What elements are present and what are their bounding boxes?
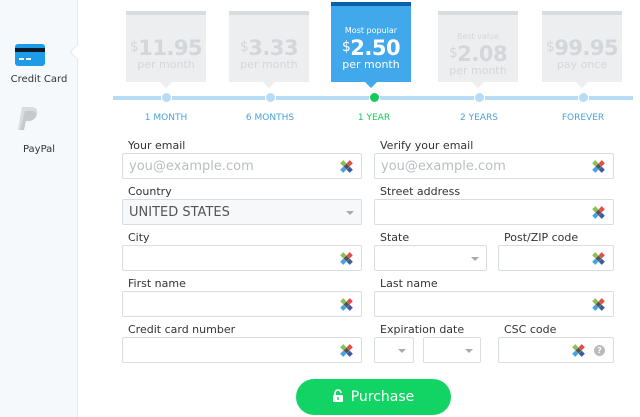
- purchase-label: Purchase: [350, 389, 415, 405]
- autofill-icon[interactable]: [592, 206, 605, 219]
- plan-tag: [126, 26, 206, 36]
- help-icon[interactable]: ?: [594, 345, 605, 356]
- city-label: City: [128, 231, 150, 244]
- sidebar-item-label: PayPal: [22, 144, 56, 155]
- plan-label-6-months[interactable]: 6 MONTHS: [245, 113, 295, 123]
- plan-period: per month: [240, 58, 298, 71]
- email-placeholder: you@example.com: [129, 159, 254, 174]
- plan-card-1-year[interactable]: Most popular $2.50 per month: [331, 2, 411, 88]
- chevron-down-icon: [465, 349, 473, 353]
- autofill-icon[interactable]: [592, 160, 605, 173]
- first-name-label: First name: [128, 277, 186, 290]
- chevron-down-icon: [346, 211, 354, 215]
- plan-period: pay once: [556, 58, 608, 71]
- plan-price: $3.33: [239, 36, 299, 60]
- country-label: Country: [128, 185, 172, 198]
- plan-price: $99.95: [545, 36, 619, 60]
- autofill-icon[interactable]: [572, 344, 585, 357]
- sidebar-item-credit-card[interactable]: Credit Card: [0, 40, 78, 90]
- plan-tag: Best value: [456, 32, 500, 41]
- verify-email-label: Verify your email: [380, 139, 474, 152]
- verify-email-input[interactable]: you@example.com: [374, 153, 614, 179]
- state-select[interactable]: [374, 245, 487, 271]
- csc-label: CSC code: [504, 323, 557, 336]
- plan-tag: [542, 26, 622, 36]
- lock-icon: [332, 389, 343, 402]
- city-input[interactable]: [122, 245, 362, 271]
- sidebar-item-paypal[interactable]: PayPal: [0, 104, 78, 156]
- last-name-input[interactable]: [374, 291, 614, 317]
- street-label: Street address: [380, 185, 461, 198]
- card-number-label: Credit card number: [128, 323, 236, 336]
- plan-card-forever[interactable]: $99.95 pay once: [542, 11, 622, 88]
- country-select[interactable]: UNITED STATES: [122, 199, 362, 225]
- state-label: State: [380, 231, 410, 244]
- purchase-button[interactable]: Purchase: [296, 379, 451, 415]
- verify-email-placeholder: you@example.com: [381, 159, 506, 174]
- expiration-month-select[interactable]: [374, 337, 414, 363]
- plan-label-2-years[interactable]: 2 YEARS: [460, 113, 498, 123]
- plan-dot-2-years[interactable]: [474, 92, 485, 103]
- plan-period: per month: [137, 58, 195, 71]
- card-number-input[interactable]: [122, 337, 362, 363]
- sidebar-item-label: Credit Card: [10, 74, 68, 85]
- expiration-label: Expiration date: [380, 323, 465, 336]
- plan-period: per month: [449, 64, 507, 77]
- csc-input[interactable]: ?: [498, 337, 614, 363]
- plan-dot-forever[interactable]: [578, 92, 589, 103]
- plan-period: per month: [342, 58, 400, 71]
- chevron-down-icon: [398, 349, 406, 353]
- chevron-down-icon: [471, 257, 479, 261]
- plan-price: $2.08: [448, 42, 508, 66]
- autofill-icon[interactable]: [340, 298, 353, 311]
- autofill-icon[interactable]: [592, 298, 605, 311]
- credit-card-icon: [15, 44, 45, 66]
- plan-label-1-year[interactable]: 1 YEAR: [357, 113, 391, 123]
- plan-label-1-month[interactable]: 1 MONTH: [144, 113, 188, 123]
- zip-input[interactable]: [498, 245, 614, 271]
- street-input[interactable]: [374, 199, 614, 225]
- plan-dot-1-year[interactable]: [369, 92, 380, 103]
- plan-tag: [229, 26, 309, 36]
- plan-card-6-months[interactable]: $3.33 per month: [229, 11, 309, 88]
- plan-tag: Most popular: [344, 26, 398, 35]
- email-input[interactable]: you@example.com: [122, 153, 362, 179]
- autofill-icon[interactable]: [340, 344, 353, 357]
- plan-card-1-month[interactable]: $11.95 per month: [126, 11, 206, 88]
- email-label: Your email: [128, 139, 186, 152]
- plan-label-forever[interactable]: FOREVER: [561, 113, 605, 123]
- autofill-icon[interactable]: [592, 252, 605, 265]
- country-value: UNITED STATES: [129, 205, 230, 220]
- paypal-icon: [18, 107, 38, 130]
- plan-card-2-years[interactable]: Best value $2.08 per month: [438, 11, 518, 88]
- plan-dot-1-month[interactable]: [161, 92, 172, 103]
- plan-price: $11.95: [129, 36, 203, 60]
- autofill-icon[interactable]: [340, 252, 353, 265]
- last-name-label: Last name: [380, 277, 438, 290]
- plan-dot-6-months[interactable]: [265, 92, 276, 103]
- plan-price: $2.50: [341, 36, 401, 60]
- first-name-input[interactable]: [122, 291, 362, 317]
- expiration-year-select[interactable]: [423, 337, 481, 363]
- autofill-icon[interactable]: [340, 160, 353, 173]
- zip-label: Post/ZIP code: [504, 231, 579, 244]
- payment-method-sidebar: Credit Card PayPal: [0, 0, 87, 417]
